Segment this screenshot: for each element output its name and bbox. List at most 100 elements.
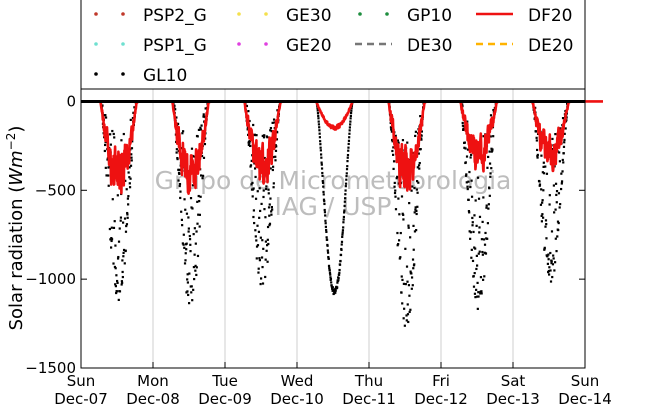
gl10-point <box>268 214 271 217</box>
gl10-point <box>548 266 551 269</box>
gl10-point <box>322 190 325 194</box>
gl10-point <box>546 262 549 265</box>
gl10-point <box>271 208 274 211</box>
gl10-point <box>200 174 203 177</box>
gl10-point <box>419 115 422 118</box>
gl10-point <box>127 203 130 206</box>
gl10-point <box>467 180 470 183</box>
gl10-point <box>110 238 114 241</box>
gl10-point <box>538 184 541 187</box>
legend-marker <box>264 42 268 46</box>
gl10-point <box>469 185 472 189</box>
gl10-point <box>402 282 405 285</box>
gl10-point <box>178 168 181 171</box>
gl10-point <box>104 143 107 147</box>
gl10-point <box>188 272 191 275</box>
gl10-point <box>113 265 117 269</box>
gl10-point <box>188 238 192 241</box>
gl10-point <box>559 203 562 206</box>
gl10-point <box>462 128 465 131</box>
gl10-point <box>396 175 399 178</box>
gl10-point <box>202 156 206 159</box>
gl10-point <box>257 230 261 233</box>
gl10-point <box>255 239 258 242</box>
gl10-point <box>470 153 473 156</box>
gl10-point <box>120 283 123 286</box>
gl10-point <box>482 238 486 241</box>
gl10-point <box>558 206 561 209</box>
gl10-point <box>393 185 396 188</box>
gl10-point <box>475 267 478 271</box>
gl10-point <box>193 227 196 230</box>
gl10-point <box>267 188 270 191</box>
gl10-point <box>269 167 272 170</box>
gl10-point <box>486 222 489 225</box>
gl10-point <box>475 288 478 291</box>
gl10-point <box>549 280 553 283</box>
gl10-point <box>195 230 198 233</box>
x-tick-label-date: Dec-11 <box>342 390 396 408</box>
gl10-point <box>344 197 347 200</box>
watermark-line-1: Grupo de Micrometeorologia <box>155 166 512 195</box>
gl10-point <box>406 303 409 306</box>
gl10-point <box>109 238 112 241</box>
gl10-point <box>410 272 413 275</box>
gl10-point <box>409 308 412 311</box>
gl10-point <box>324 222 327 225</box>
gl10-point <box>552 254 555 257</box>
gl10-point <box>254 229 257 232</box>
gl10-point <box>463 141 466 144</box>
gl10-point <box>131 116 135 120</box>
gl10-point <box>410 276 414 279</box>
gl10-point <box>177 179 180 182</box>
gl10-point <box>555 193 558 197</box>
gl10-point <box>468 170 471 174</box>
gl10-point <box>343 200 346 203</box>
gl10-point <box>105 174 108 177</box>
gl10-point <box>127 171 130 174</box>
gl10-point <box>320 167 324 170</box>
gl10-point <box>347 149 350 152</box>
gl10-point <box>489 175 492 178</box>
gl10-point <box>187 230 190 233</box>
gl10-point <box>191 184 195 187</box>
gl10-point <box>323 202 326 206</box>
gl10-point <box>320 153 323 156</box>
gl10-point <box>119 216 123 219</box>
gl10-point <box>190 147 194 150</box>
gl10-point <box>398 257 401 260</box>
gl10-point <box>342 215 345 219</box>
gl10-point <box>543 246 546 249</box>
gl10-point <box>269 126 273 130</box>
gl10-point <box>406 313 410 316</box>
gl10-point <box>175 151 178 154</box>
gl10-point <box>260 256 264 259</box>
gl10-point <box>402 317 405 320</box>
gl10-point <box>561 170 564 173</box>
gl10-point <box>187 227 190 230</box>
gl10-point <box>390 128 393 131</box>
gl10-point <box>340 248 343 251</box>
gl10-point <box>253 162 256 165</box>
legend-label: PSP1_G <box>143 36 207 56</box>
gl10-point <box>328 271 332 275</box>
gl10-point <box>550 261 553 265</box>
gl10-point <box>478 215 482 218</box>
gl10-point <box>114 267 117 270</box>
gl10-point <box>188 302 191 305</box>
gl10-point <box>405 319 408 322</box>
gl10-point <box>103 149 106 153</box>
gl10-point <box>418 161 421 165</box>
gl10-point <box>255 257 258 260</box>
gl10-point <box>194 269 197 272</box>
gl10-point <box>130 156 133 159</box>
gl10-point <box>553 269 556 272</box>
gl10-point <box>325 228 328 232</box>
gl10-point <box>274 155 277 158</box>
gl10-point <box>195 273 198 277</box>
gl10-point <box>394 208 398 211</box>
gl10-point <box>125 224 128 228</box>
gl10-point <box>197 194 200 198</box>
gl10-point <box>393 191 397 195</box>
x-tick-label-day: Fri <box>432 372 450 390</box>
